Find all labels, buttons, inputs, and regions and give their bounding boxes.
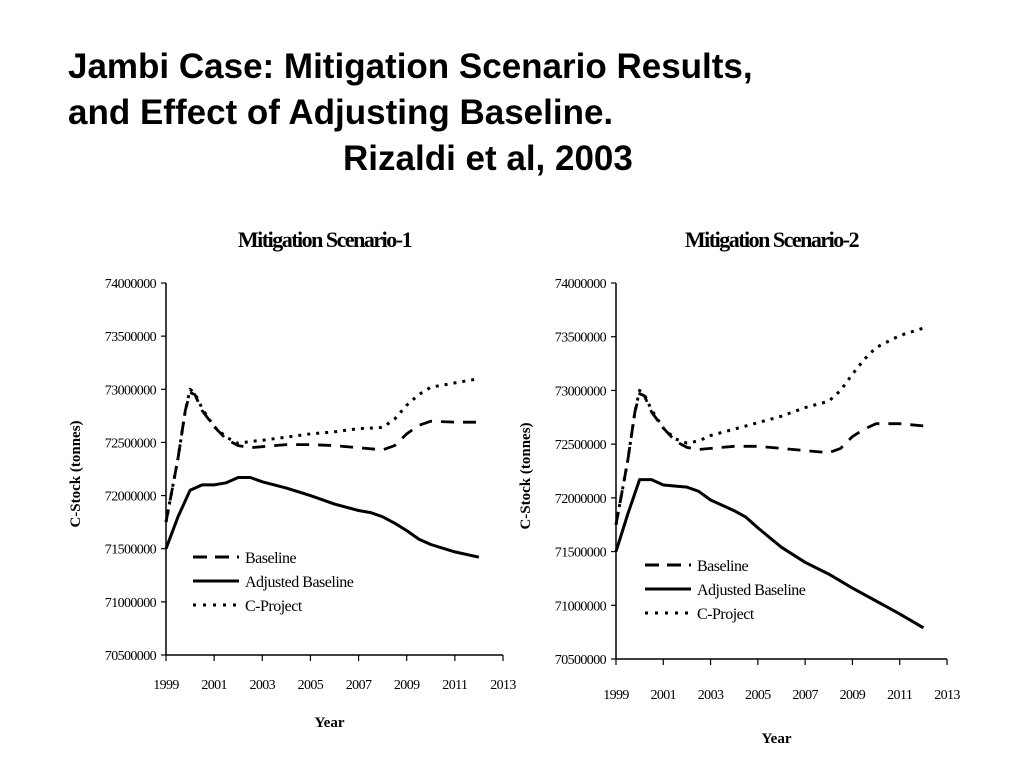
y-tick-label: 70500000 bbox=[105, 649, 157, 664]
x-tick-label: 2009 bbox=[394, 678, 420, 693]
chart-mitigation-scenario-1: Mitigation Scenario-1 70500000 71000000 715… bbox=[58, 215, 528, 765]
x-axis-label: Year bbox=[315, 715, 345, 731]
legend-label-adjusted-baseline: Adjusted Baseline bbox=[697, 582, 806, 599]
x-tick-label: 1999 bbox=[603, 688, 629, 703]
y-axis-label: C-Stock (tonnes) bbox=[68, 420, 84, 527]
x-tick-label: 2011 bbox=[442, 678, 468, 693]
legend-label-baseline: Baseline bbox=[697, 558, 748, 575]
series-line-baseline bbox=[614, 392, 924, 525]
chart-svg: Mitigation Scenario-2 70500000 71000000 715… bbox=[518, 227, 961, 747]
chart-legend: Baseline Adjusted Baseline C-Project bbox=[193, 550, 354, 615]
x-tick-label: 2011 bbox=[887, 688, 913, 703]
y-tick-label: 72000000 bbox=[555, 492, 607, 507]
x-tick-label: 2003 bbox=[249, 678, 275, 693]
x-axis-label: Year bbox=[762, 731, 792, 747]
chart-legend: Baseline Adjusted Baseline C-Project bbox=[645, 558, 806, 623]
x-tick-label: 2007 bbox=[792, 688, 818, 703]
slide-title-line-2: and Effect of Adjusting Baseline. bbox=[68, 93, 614, 132]
y-tick-label: 72500000 bbox=[105, 436, 157, 451]
y-tick-label: 71500000 bbox=[105, 543, 157, 558]
series-line-c-project bbox=[614, 326, 924, 525]
slide-title-line-3: Rizaldi et al, 2003 bbox=[343, 139, 633, 178]
y-tick-label: 73000000 bbox=[555, 384, 607, 399]
chart-title: Mitigation Scenario-2 bbox=[685, 227, 860, 252]
series-line-baseline bbox=[164, 391, 479, 523]
slide-title: Jambi Case: Mitigation Scenario Results,… bbox=[68, 44, 753, 182]
x-tick-label: 1999 bbox=[153, 678, 179, 693]
x-tick-label: 2007 bbox=[346, 678, 372, 693]
x-tick-label: 2009 bbox=[840, 688, 866, 703]
y-axis-label: C-Stock (tonnes) bbox=[518, 422, 534, 529]
y-tick-label: 73500000 bbox=[555, 331, 607, 346]
y-tick-label: 70500000 bbox=[555, 653, 607, 668]
y-tick-label: 71000000 bbox=[555, 599, 607, 614]
legend-label-c-project: C-Project bbox=[697, 606, 755, 623]
x-tick-label: 2001 bbox=[650, 688, 676, 703]
chart-mitigation-scenario-2: Mitigation Scenario-2 70500000 71000000 715… bbox=[510, 215, 980, 765]
y-tick-label: 73500000 bbox=[105, 330, 157, 345]
x-tick-label: 2013 bbox=[934, 688, 960, 703]
series-line-c-project bbox=[164, 377, 480, 523]
slide-title-line-1: Jambi Case: Mitigation Scenario Results, bbox=[68, 47, 753, 86]
x-tick-label: 2005 bbox=[298, 678, 324, 693]
chart-title: Mitigation Scenario-1 bbox=[238, 227, 412, 252]
y-tick-label: 73000000 bbox=[105, 383, 157, 398]
y-tick-label: 74000000 bbox=[105, 277, 157, 292]
y-tick-label: 74000000 bbox=[555, 277, 607, 292]
y-tick-label: 71500000 bbox=[555, 546, 607, 561]
x-tick-label: 2001 bbox=[201, 678, 227, 693]
series-line-adjusted-baseline bbox=[164, 476, 480, 559]
legend-label-baseline: Baseline bbox=[245, 550, 296, 567]
y-tick-label: 72500000 bbox=[555, 438, 607, 453]
x-tick-label: 2003 bbox=[698, 688, 724, 703]
chart-svg: Mitigation Scenario-1 70500000 71000000 715… bbox=[68, 227, 517, 731]
x-tick-label: 2013 bbox=[490, 678, 516, 693]
y-tick-label: 71000000 bbox=[105, 596, 157, 611]
x-tick-label: 2005 bbox=[745, 688, 771, 703]
series-line-adjusted-baseline bbox=[614, 478, 925, 630]
y-tick-label: 72000000 bbox=[105, 490, 157, 505]
legend-label-adjusted-baseline: Adjusted Baseline bbox=[245, 574, 354, 591]
legend-label-c-project: C-Project bbox=[245, 598, 303, 615]
